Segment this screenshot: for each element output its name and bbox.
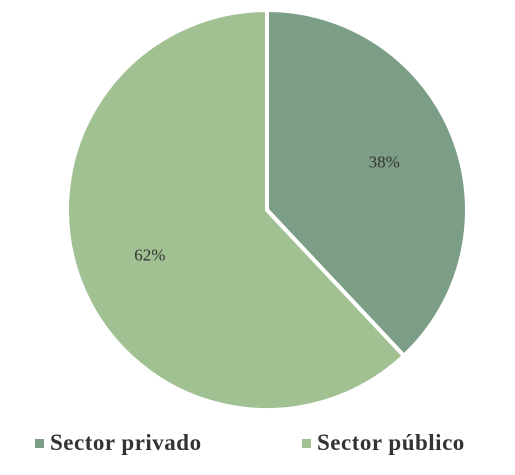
pie-slice-sector-publico <box>65 8 406 412</box>
legend-swatch-sector-privado <box>35 438 44 448</box>
data-label-sector-privado: 38% <box>369 153 400 172</box>
pie-data-labels: 38% 62% <box>134 153 399 265</box>
pie-slice-sector-privado <box>265 8 469 358</box>
legend-item-sector-privado: Sector privado <box>35 430 202 456</box>
legend-label-sector-publico: Sector público <box>317 430 465 455</box>
data-label-sector-publico: 62% <box>134 245 165 264</box>
legend-swatch-sector-publico <box>302 438 311 448</box>
chart-legend: Sector privado Sector público <box>0 430 515 466</box>
pie-slices <box>65 8 469 412</box>
legend-label-sector-privado: Sector privado <box>50 430 202 455</box>
legend-item-sector-publico: Sector público <box>302 430 465 456</box>
